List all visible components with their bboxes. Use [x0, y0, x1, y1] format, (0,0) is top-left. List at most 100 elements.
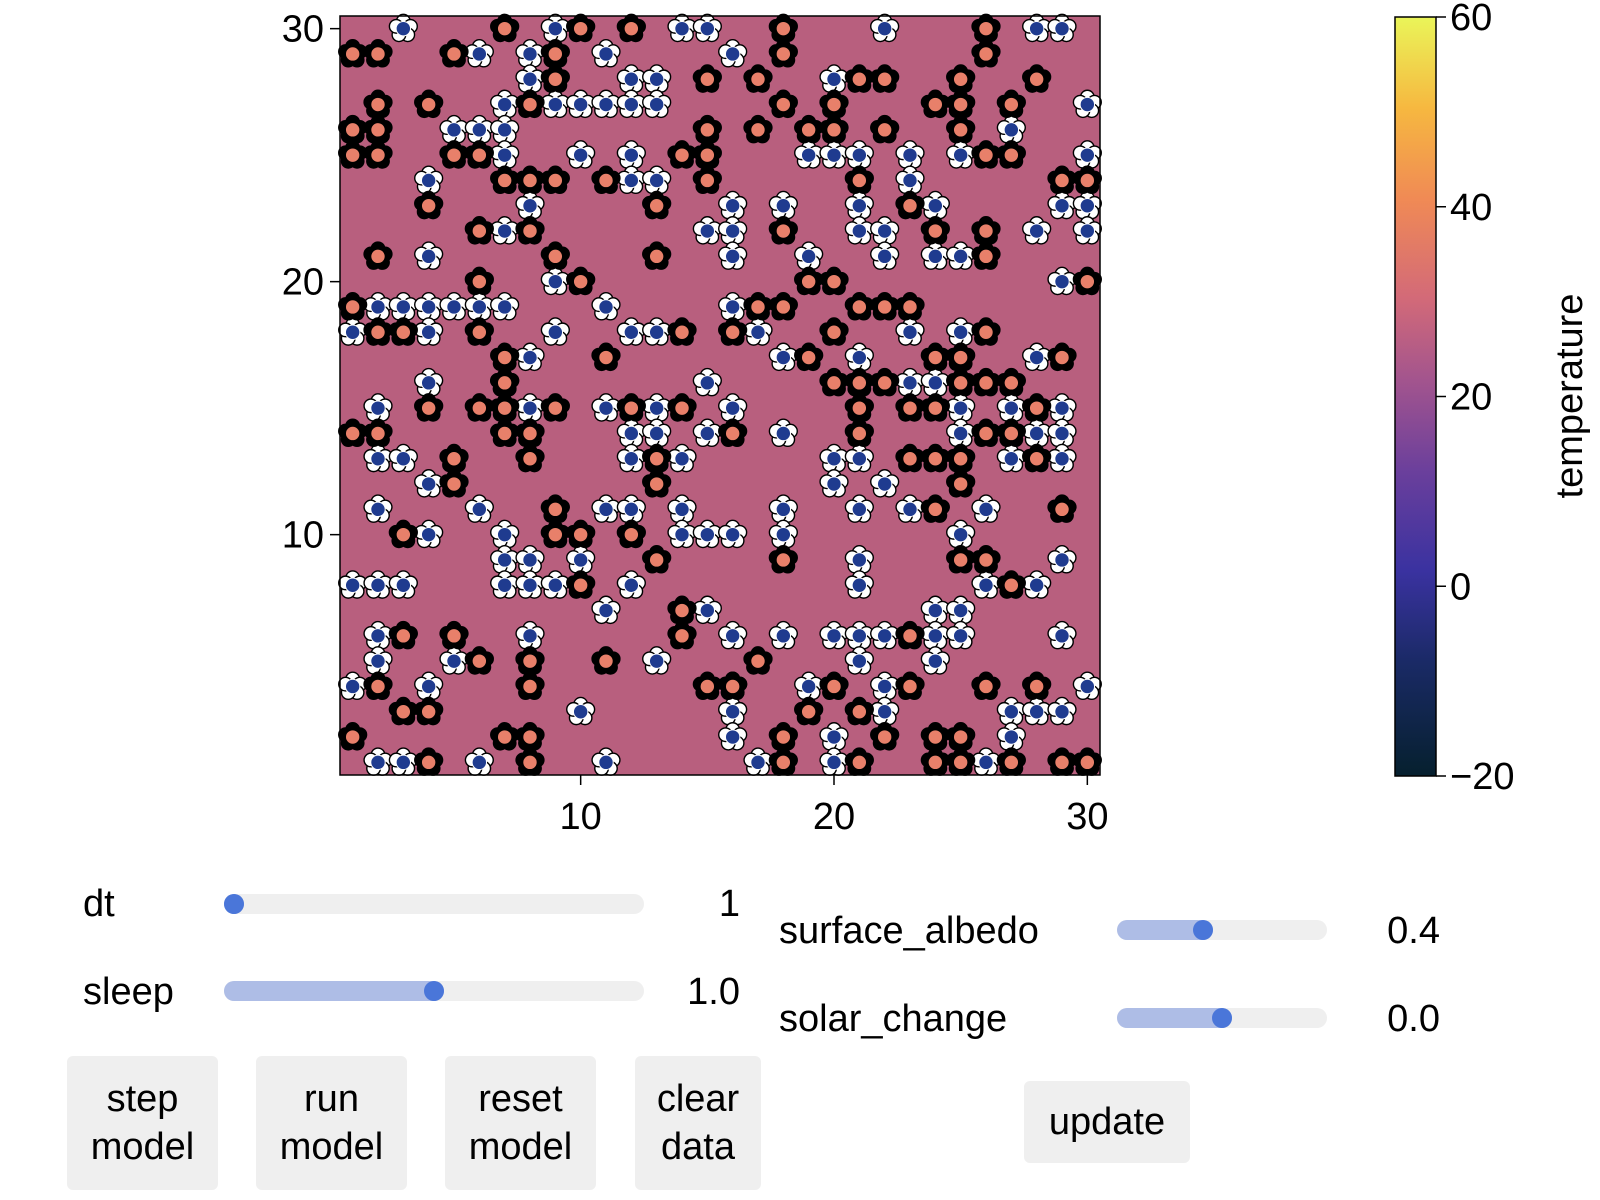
- black-daisy: [946, 89, 976, 119]
- black-daisy: [971, 38, 1001, 68]
- daisy-center: [370, 96, 386, 113]
- daisy-center: [826, 754, 842, 771]
- white-daisy: [388, 570, 418, 599]
- black-daisy: [540, 519, 570, 549]
- daisy-center: [775, 96, 792, 113]
- solar-change-slider-handle[interactable]: [1212, 1008, 1232, 1028]
- step-model-button[interactable]: step model: [67, 1056, 218, 1190]
- daisy-center: [927, 96, 944, 113]
- daisy-center: [800, 273, 817, 290]
- daisy-center: [522, 425, 538, 442]
- black-daisy: [844, 367, 874, 397]
- dt-slider-handle[interactable]: [224, 894, 244, 914]
- white-daisy: [946, 241, 976, 270]
- daisy-center: [800, 678, 817, 695]
- white-daisy: [844, 620, 874, 650]
- daisy-center: [420, 400, 437, 416]
- dt-value: 1: [718, 883, 740, 925]
- daisy-center: [522, 729, 538, 745]
- daisy-center: [522, 223, 538, 239]
- black-daisy: [971, 13, 1001, 43]
- white-daisy: [414, 367, 444, 397]
- white-daisy: [870, 671, 900, 701]
- clear-data-button[interactable]: clear data: [635, 1056, 761, 1190]
- white-daisy: [616, 64, 646, 93]
- white-daisy: [591, 393, 621, 422]
- daisy-center: [496, 552, 513, 568]
- daisy-center: [572, 577, 589, 593]
- white-daisy: [388, 443, 418, 473]
- daisy-center: [598, 349, 614, 366]
- daisy-center: [978, 425, 994, 442]
- black-daisy: [1022, 393, 1052, 422]
- daisy-center: [775, 754, 792, 771]
- solar-change-slider[interactable]: [1117, 1008, 1327, 1028]
- black-daisy: [920, 342, 950, 372]
- black-daisy: [515, 89, 545, 119]
- reset-model-button[interactable]: reset model: [445, 1056, 596, 1190]
- black-daisy: [946, 722, 976, 751]
- white-daisy: [996, 722, 1026, 751]
- white-daisy: [692, 367, 722, 397]
- surface-albedo-slider-handle[interactable]: [1193, 920, 1213, 940]
- white-daisy: [794, 671, 824, 701]
- daisy-center: [522, 96, 538, 113]
- sleep-slider[interactable]: [224, 981, 644, 1001]
- reset-model-label-2: model: [468, 1126, 573, 1168]
- daisy-center: [572, 704, 589, 720]
- colorbar-ticks: −20 0 20 40 60: [1436, 0, 1514, 798]
- dt-label: dt: [83, 883, 115, 925]
- daisy-center: [851, 375, 868, 391]
- black-daisy: [996, 140, 1026, 169]
- daisy-center: [370, 324, 386, 340]
- black-daisy: [464, 216, 494, 245]
- update-button[interactable]: update: [1024, 1081, 1190, 1163]
- daisy-center: [1054, 754, 1070, 771]
- daisy-center: [876, 223, 893, 239]
- white-daisy: [616, 89, 646, 119]
- daisy-center: [547, 501, 564, 518]
- daisy-center: [446, 628, 462, 644]
- run-model-button[interactable]: run model: [256, 1056, 407, 1190]
- daisy-center: [1003, 425, 1020, 442]
- black-daisy: [642, 190, 672, 220]
- daisy-center: [876, 248, 893, 265]
- dt-slider[interactable]: [224, 894, 644, 914]
- daisy-center: [1054, 20, 1070, 37]
- daisy-center: [699, 147, 716, 163]
- daisy-center: [370, 653, 386, 669]
- daisy-center: [750, 653, 766, 669]
- black-daisy: [920, 216, 950, 245]
- daisy-center: [851, 223, 868, 239]
- daisy-center: [952, 552, 969, 568]
- white-daisy: [844, 494, 874, 523]
- daisy-center: [623, 20, 640, 37]
- black-daisy: [642, 544, 672, 574]
- daisy-center: [370, 248, 386, 265]
- daisy-center: [522, 754, 538, 771]
- daisy-center: [547, 96, 564, 113]
- daisy-center: [344, 729, 361, 745]
- daisy-center: [1003, 577, 1020, 593]
- dt-slider-track[interactable]: [224, 894, 644, 914]
- white-daisy: [692, 216, 722, 245]
- daisy-center: [724, 324, 741, 340]
- white-daisy: [515, 620, 545, 650]
- daisy-center: [775, 552, 792, 568]
- sleep-slider-handle[interactable]: [424, 981, 444, 1001]
- white-daisy: [616, 494, 646, 523]
- black-daisy: [388, 519, 418, 549]
- black-daisy: [363, 38, 393, 68]
- surface-albedo-slider[interactable]: [1117, 920, 1327, 940]
- daisy-center: [978, 754, 994, 771]
- white-daisy: [338, 671, 368, 701]
- daisy-center: [699, 678, 716, 695]
- daisy-center: [952, 628, 969, 644]
- daisy-center: [800, 349, 817, 366]
- daisy-center: [1054, 349, 1070, 366]
- daisy-center: [547, 526, 564, 543]
- daisy-center: [648, 653, 665, 669]
- solar-change-value: 0.0: [1387, 998, 1440, 1040]
- white-daisy: [819, 747, 849, 776]
- black-daisy: [515, 165, 545, 195]
